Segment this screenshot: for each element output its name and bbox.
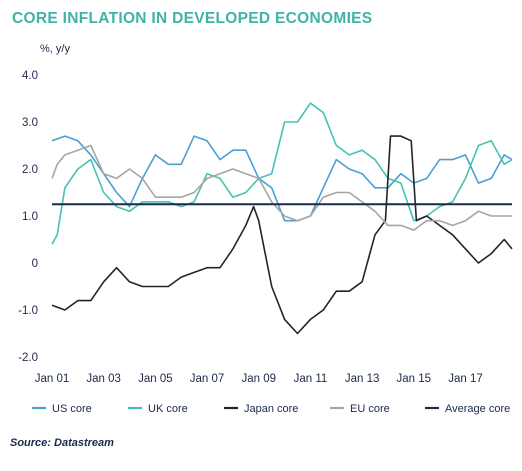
average-core-legend-label: Average core: [445, 403, 510, 415]
eu-core-line: [51, 144, 512, 231]
source-note: Source: Datastream: [10, 437, 114, 449]
eu-core-legend-label: EU core: [350, 403, 390, 415]
x-tick-label: Jan 13: [345, 373, 380, 385]
y-tick-label: 2.0: [22, 164, 38, 176]
uk-core-line: [51, 102, 513, 245]
x-axis: Jan 01 Jan 03 Jan 05 Jan 07 Jan 09 Jan 11 Jan …: [35, 373, 483, 385]
y-tick-label: 3.0: [22, 117, 38, 129]
us-core-line: [51, 135, 513, 222]
us-core-legend-label: US core: [52, 403, 92, 415]
y-axis: 4.0 3.0 2.0 1.0 0 -1.0 -2.0: [18, 70, 38, 364]
uk-core-legend-label: UK core: [148, 403, 188, 415]
x-tick-label: Jan 15: [397, 373, 432, 385]
x-tick-label: Jan 09: [241, 373, 276, 385]
x-tick-label: Jan 05: [138, 373, 173, 385]
y-tick-label: 1.0: [22, 211, 38, 223]
x-tick-label: Jan 11: [294, 373, 328, 385]
x-tick-label: Jan 17: [448, 373, 483, 385]
x-tick-label: Jan 03: [86, 373, 121, 385]
y-axis-unit-label: %, y/y: [40, 43, 70, 55]
legend: US core UK core Japan core EU core Average c…: [32, 403, 510, 415]
series-lines: [51, 102, 513, 335]
japan-core-legend-label: Japan core: [244, 403, 298, 415]
japan-core-line: [51, 135, 513, 335]
chart-title: CORE INFLATION IN DEVELOPED ECONOMIES: [12, 10, 373, 27]
x-tick-label: Jan 01: [35, 373, 70, 385]
x-tick-label: Jan 07: [190, 373, 225, 385]
y-tick-label: 4.0: [22, 70, 38, 82]
y-tick-label: 0: [32, 258, 38, 270]
y-tick-label: -2.0: [18, 352, 38, 364]
y-tick-label: -1.0: [18, 305, 38, 317]
